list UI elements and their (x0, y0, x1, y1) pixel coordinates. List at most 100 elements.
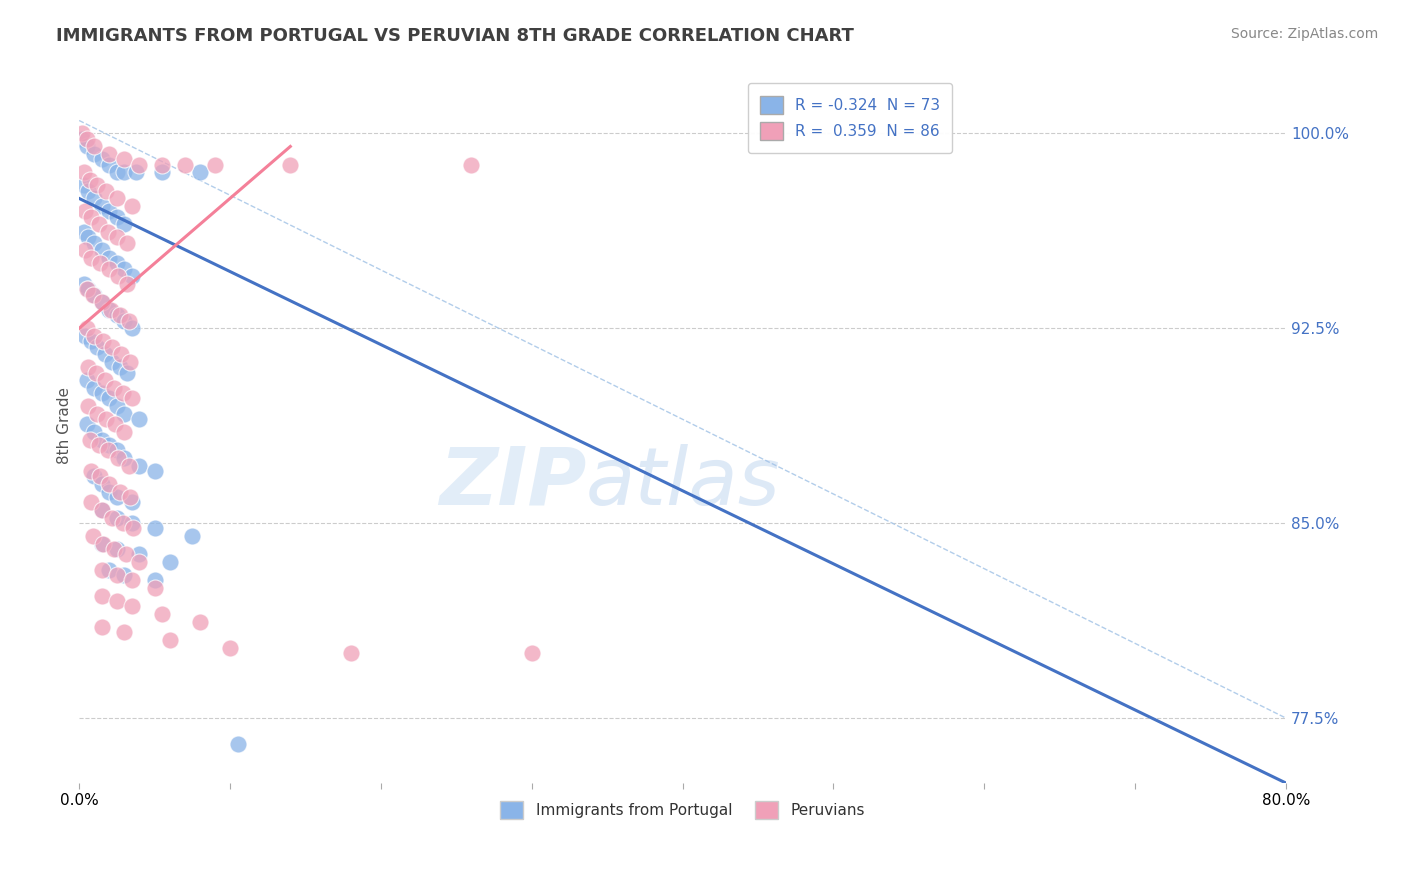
Point (118, 313, 141, 327)
Point (121, 321, 143, 335)
Point (111, 516, 134, 531)
Point (98, 392, 121, 406)
Text: ZIP: ZIP (439, 444, 586, 522)
Point (94, 347, 117, 361)
Point (86, 339, 108, 353)
Point (112, 153, 135, 167)
Point (117, 277, 139, 292)
Point (188, 165, 211, 179)
Point (105, 443, 128, 458)
Point (83, 147, 105, 161)
Point (98, 158, 121, 172)
Point (80, 334, 103, 349)
Point (75, 329, 97, 343)
Point (86, 178, 108, 193)
Point (204, 158, 226, 172)
Point (107, 451, 129, 466)
Point (112, 165, 135, 179)
Point (90, 503, 112, 517)
Point (76, 417, 98, 432)
Point (115, 548, 138, 562)
Point (77, 230, 100, 244)
Point (90, 295, 112, 310)
Point (91, 334, 114, 349)
Point (90, 589, 112, 603)
Point (188, 615, 211, 629)
Point (98, 204, 121, 219)
Point (112, 407, 135, 421)
Point (76, 139, 98, 153)
Point (159, 633, 181, 648)
Point (76, 131, 98, 145)
Point (97, 225, 120, 239)
Point (120, 490, 142, 504)
Point (98, 477, 121, 491)
Point (98, 147, 121, 161)
Point (98, 261, 121, 276)
Point (112, 261, 135, 276)
Point (90, 199, 112, 213)
Point (101, 355, 124, 369)
Point (77, 399, 100, 413)
Point (181, 529, 204, 543)
Point (83, 469, 105, 483)
Point (83, 235, 105, 250)
Point (76, 321, 98, 335)
Point (90, 244, 112, 258)
Point (100, 303, 122, 318)
Point (72, 165, 94, 179)
Point (121, 495, 143, 509)
Point (112, 568, 135, 582)
Point (339, 646, 361, 660)
Point (108, 485, 131, 500)
Point (104, 417, 127, 432)
Point (150, 158, 173, 172)
Point (96, 184, 118, 198)
Point (121, 574, 143, 588)
Point (101, 339, 124, 353)
Point (90, 433, 112, 447)
Point (112, 625, 135, 640)
Point (80, 495, 103, 509)
Point (121, 516, 143, 531)
Point (98, 438, 121, 452)
Point (80, 251, 103, 265)
Point (108, 309, 131, 323)
Point (96, 412, 118, 426)
Point (90, 503, 112, 517)
Text: atlas: atlas (586, 444, 780, 522)
Point (90, 477, 112, 491)
Point (76, 282, 98, 296)
Point (105, 594, 128, 608)
Point (83, 425, 105, 440)
Point (103, 542, 125, 557)
Point (90, 563, 112, 577)
Text: Source: ZipAtlas.com: Source: ZipAtlas.com (1230, 27, 1378, 41)
Point (82, 287, 104, 301)
Point (79, 433, 101, 447)
Point (79, 173, 101, 187)
Point (83, 287, 105, 301)
Point (112, 451, 135, 466)
Point (83, 191, 105, 205)
Point (121, 269, 143, 284)
Point (150, 607, 173, 622)
Y-axis label: 8th Grade: 8th Grade (58, 387, 72, 464)
Point (112, 425, 135, 440)
Point (98, 485, 121, 500)
Point (94, 373, 117, 387)
Point (105, 542, 128, 557)
Legend: Immigrants from Portugal, Peruvians: Immigrants from Portugal, Peruvians (495, 795, 870, 825)
Point (105, 309, 128, 323)
Point (83, 139, 105, 153)
Point (128, 412, 150, 426)
Point (98, 251, 121, 265)
Point (128, 458, 150, 473)
Point (159, 555, 181, 569)
Point (86, 407, 108, 421)
Point (77, 184, 100, 198)
Point (110, 347, 132, 361)
Point (80, 464, 103, 478)
Point (72, 277, 94, 292)
Point (105, 490, 128, 504)
